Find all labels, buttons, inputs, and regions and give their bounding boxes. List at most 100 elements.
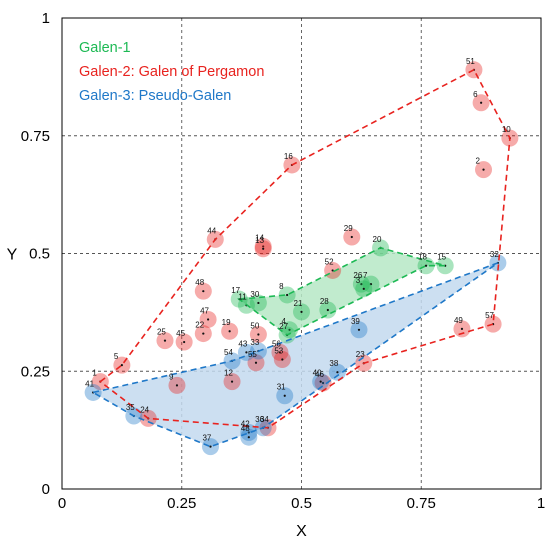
point-label: 50 <box>250 322 259 331</box>
point-label: 44 <box>207 226 216 235</box>
x-tick-label: 1 <box>537 495 545 512</box>
legend-entry: Galen-2: Galen of Pergamon <box>79 64 264 80</box>
point-label: 34 <box>260 415 269 424</box>
hull-fill-2 <box>93 262 498 447</box>
hull-outlines <box>90 68 511 448</box>
axis-ticks: 0 0.25 0.5 0.75 100.250.50.751 <box>21 10 545 512</box>
hull-fills <box>93 247 498 447</box>
data-point-center <box>262 245 265 248</box>
point-label: 26 <box>353 271 362 280</box>
point-label: 57 <box>485 311 494 320</box>
point-label: 45 <box>176 329 185 338</box>
point-label: 38 <box>329 359 338 368</box>
point-label: 5 <box>114 352 119 361</box>
point-label: 4 <box>282 317 287 326</box>
data-point-center <box>163 339 167 342</box>
data-point-center <box>202 332 205 335</box>
point-label: 46 <box>315 370 324 379</box>
data-point-center <box>288 328 291 331</box>
x-tick-label: 0 <box>58 495 66 512</box>
y-tick-label: 0.75 <box>21 128 50 145</box>
point-label: 24 <box>140 405 149 414</box>
point-label: 22 <box>195 321 204 330</box>
data-point-center <box>357 328 361 331</box>
data-point-center <box>257 333 260 336</box>
data-point-center <box>480 101 483 104</box>
y-tick-label: 1 <box>42 10 50 27</box>
point-label: 8 <box>279 282 284 291</box>
legend: Galen-1 Galen-2: Galen of Pergamon Galen-3… <box>79 40 264 104</box>
legend-entry: Galen-3: Pseudo-Galen <box>79 88 231 104</box>
data-point-center <box>326 308 329 312</box>
x-tick-label: 0.75 <box>407 495 436 512</box>
data-point-center <box>120 364 123 367</box>
data-point-center <box>362 287 365 290</box>
point-label: 51 <box>466 57 475 66</box>
data-point-center <box>278 351 282 354</box>
point-label: 53 <box>274 346 283 355</box>
data-point-center <box>206 318 210 321</box>
point-label: 48 <box>241 424 250 433</box>
data-point-center <box>424 264 428 267</box>
point-label: 2 <box>476 157 481 166</box>
y-axis-label: Y <box>7 247 18 264</box>
data-point-center <box>460 327 464 330</box>
point-label: 43 <box>238 339 247 348</box>
point-label: 48 <box>195 278 204 287</box>
point-label: 13 <box>255 236 264 245</box>
data-point-center <box>281 358 284 361</box>
data-point-center <box>369 283 373 286</box>
x-tick-label: 0.25 <box>167 495 196 512</box>
point-label: 32 <box>490 250 499 259</box>
point-label: 16 <box>284 152 293 161</box>
data-point-center <box>183 340 186 344</box>
point-label: 15 <box>437 253 446 262</box>
point-label: 10 <box>502 125 511 134</box>
data-point-center <box>300 310 303 314</box>
plot-frame <box>61 17 542 490</box>
point-label: 23 <box>356 350 365 359</box>
point-label: 21 <box>294 299 303 308</box>
point-label: 3 <box>356 276 361 285</box>
point-label: 52 <box>325 257 334 266</box>
point-label: 47 <box>200 306 209 315</box>
point-label: 20 <box>373 235 382 244</box>
point-label: 56 <box>272 339 281 348</box>
point-label: 31 <box>277 383 286 392</box>
data-point-center <box>209 445 212 448</box>
hull-outline-2 <box>90 262 499 448</box>
point-label: 6 <box>473 90 478 99</box>
point-label: 11 <box>238 292 247 301</box>
point-label: 14 <box>255 233 264 242</box>
data-point-center <box>336 371 339 374</box>
data-point-center <box>254 361 258 364</box>
data-point-center <box>202 290 205 293</box>
point-label: 41 <box>85 379 94 388</box>
point-label: 36 <box>255 415 264 424</box>
point-label: 39 <box>351 317 360 326</box>
point-label: 54 <box>224 348 233 357</box>
data-point-center <box>286 293 289 297</box>
data-points <box>84 61 519 456</box>
point-label: 29 <box>344 224 353 233</box>
data-point-center <box>230 380 234 383</box>
data-point-center <box>283 394 286 397</box>
hull-fill-0 <box>239 247 446 335</box>
data-point-center <box>482 168 485 171</box>
data-point-center <box>228 330 231 333</box>
point-label: 40 <box>313 369 322 378</box>
point-label: 9 <box>169 372 174 381</box>
data-point-center <box>262 247 265 250</box>
point-label: 30 <box>250 290 259 299</box>
data-point-center <box>350 235 353 239</box>
data-point-center <box>175 384 179 387</box>
point-label: 42 <box>241 419 250 428</box>
point-label: 17 <box>231 286 240 295</box>
data-point-center <box>321 381 325 385</box>
y-tick-label: 0.5 <box>29 246 50 263</box>
hull-outline-0 <box>237 246 446 336</box>
y-tick-label: 0 <box>42 481 50 498</box>
y-tick-label: 0.25 <box>21 363 50 380</box>
